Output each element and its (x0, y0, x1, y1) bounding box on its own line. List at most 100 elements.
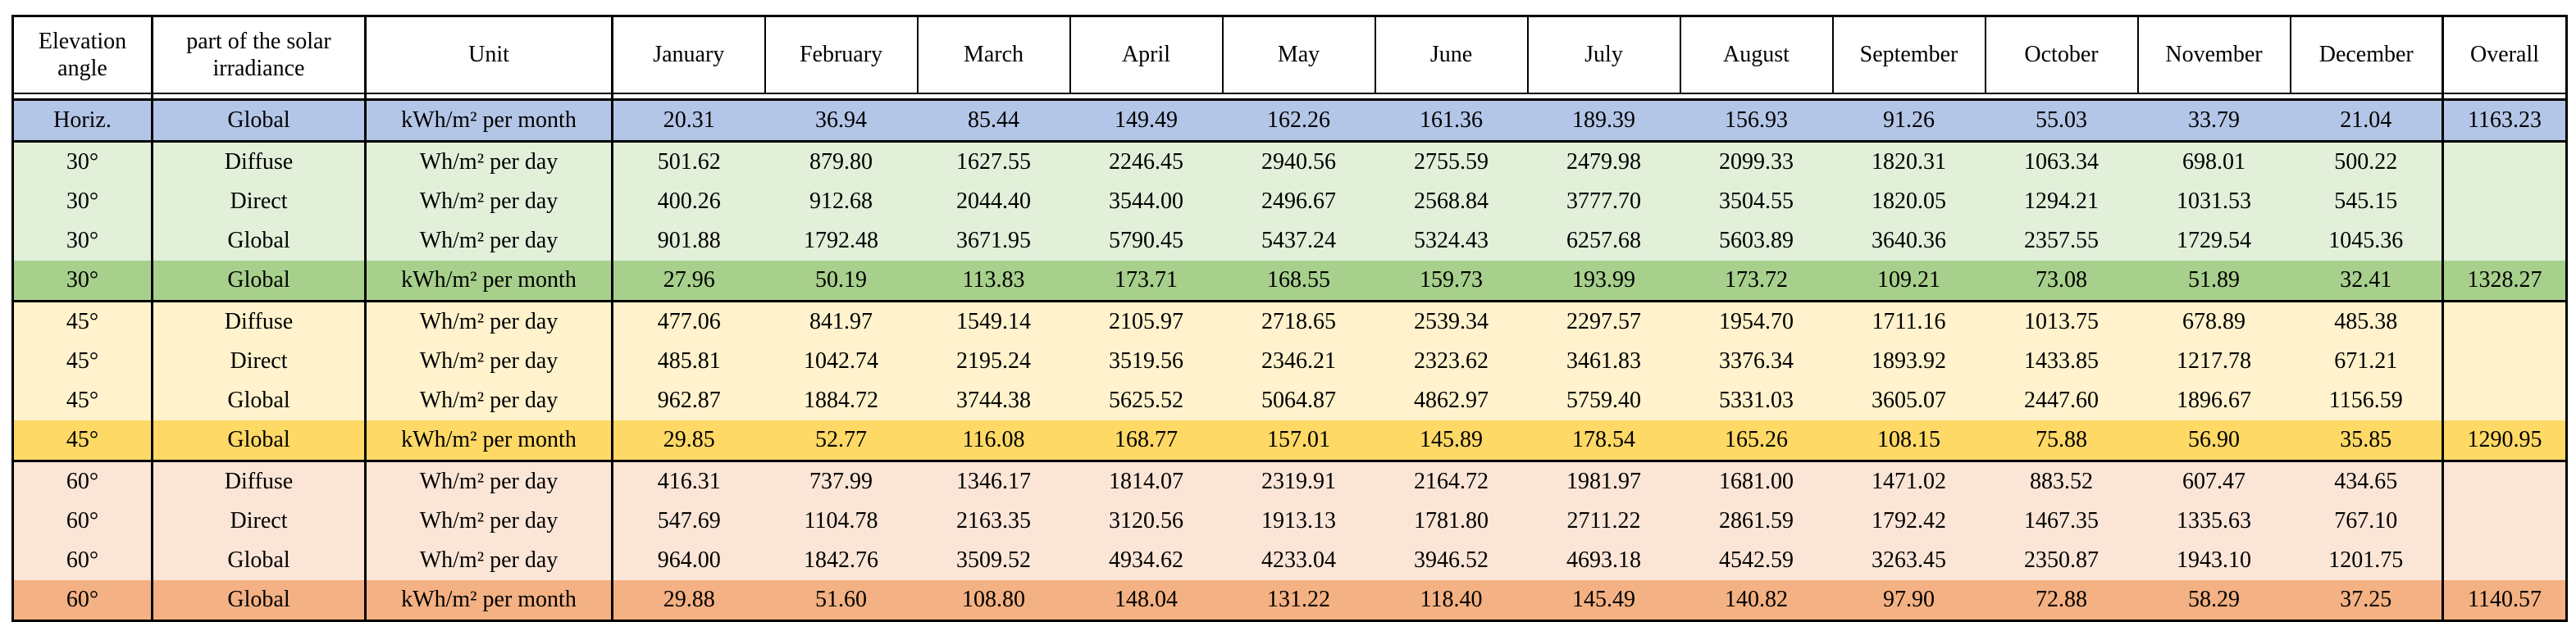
cell-month-value: 3544.00 (1109, 188, 1183, 215)
cell-month-value: 29.88 (612, 580, 765, 622)
cell-month-value: 168.55 (1222, 261, 1375, 302)
cell-overall-value (2442, 221, 2567, 261)
table-row: 45° Direct Wh/m² per day 485.81 1042.74 2195.… (12, 342, 2567, 381)
column-header-may: May (1221, 16, 1376, 94)
cell-unit: kWh/m² per month (365, 580, 613, 622)
cell-month-value: 1346.17 (956, 469, 1031, 495)
cell-overall-value (2442, 461, 2567, 502)
cell-month-value: 4693.18 (1566, 547, 1641, 574)
cell-month-value: 140.82 (1680, 580, 1833, 622)
cell-month-value: 3777.70 (1566, 188, 1641, 215)
cell-irradiance-part: Global (152, 420, 367, 462)
cell-month-value: 193.99 (1527, 261, 1680, 302)
cell-month-value: 1294.21 (2024, 188, 2099, 215)
cell-elevation-angle: 60° (12, 541, 153, 580)
column-header-october: October (1984, 16, 2139, 94)
cell-month-value: 55.03 (1985, 98, 2138, 143)
irradiance-table: Elevation angle part of the solar irradia… (11, 15, 2568, 622)
cell-month-value: 4233.04 (1261, 547, 1336, 574)
cell-month-value: 52.77 (764, 420, 918, 462)
cell-month-value: 173.71 (1069, 261, 1223, 302)
cell-month-value: 2195.24 (956, 348, 1031, 375)
column-header-december: December (2289, 16, 2444, 94)
cell-month-value: 168.77 (1069, 420, 1223, 462)
cell-month-value: 20.31 (612, 98, 765, 143)
cell-month-value: 21.04 (2290, 98, 2443, 143)
cell-month-value: 883.52 (2030, 469, 2093, 495)
cell-month-value: 841.97 (809, 309, 873, 335)
cell-month-value: 5331.03 (1719, 388, 1794, 414)
cell-unit: Wh/m² per day (365, 221, 613, 261)
cell-month-value: 1954.70 (1719, 309, 1794, 335)
cell-month-value: 1792.42 (1872, 508, 1946, 534)
cell-elevation-angle: 30° (12, 141, 153, 182)
table-row: 30° Global kWh/m² per month 27.96 50.19 113.8… (12, 261, 2567, 302)
cell-month-value: 434.65 (2334, 469, 2398, 495)
cell-month-value: 72.88 (1985, 580, 2138, 622)
cell-month-value: 607.47 (2182, 469, 2245, 495)
cell-month-value: 671.21 (2334, 348, 2398, 375)
cell-month-value: 3263.45 (1872, 547, 1946, 574)
cell-month-value: 118.40 (1375, 580, 1528, 622)
cell-month-value: 3376.34 (1719, 348, 1794, 375)
column-header-february: February (764, 16, 919, 94)
header-spacer-cell (152, 93, 367, 100)
cell-month-value: 1681.00 (1719, 469, 1794, 495)
cell-unit: Wh/m² per day (365, 381, 613, 420)
table-body: Horiz. Global kWh/m² per month 20.31 36.94 85… (12, 98, 2567, 622)
cell-irradiance-part: Diffuse (152, 141, 367, 182)
column-header-january: January (611, 16, 766, 94)
table-header: Elevation angle part of the solar irradia… (12, 16, 2567, 100)
cell-month-value: 964.00 (657, 547, 721, 574)
cell-month-value: 1913.13 (1261, 508, 1336, 534)
cell-elevation-angle: 30° (12, 182, 153, 221)
cell-elevation-angle: 60° (12, 461, 153, 502)
header-spacer-cell (612, 93, 2444, 100)
cell-month-value: 145.89 (1375, 420, 1528, 462)
cell-month-value: 1042.74 (804, 348, 878, 375)
cell-month-value: 178.54 (1527, 420, 1680, 462)
cell-month-value: 5759.40 (1566, 388, 1641, 414)
column-header-november: November (2136, 16, 2291, 94)
column-header-march: March (916, 16, 1071, 94)
cell-month-value: 108.15 (1832, 420, 1986, 462)
cell-overall-value (2442, 301, 2567, 342)
cell-month-value: 2539.34 (1414, 309, 1489, 335)
cell-unit: kWh/m² per month (365, 420, 613, 462)
cell-month-value: 165.26 (1680, 420, 1833, 462)
cell-month-value: 1842.76 (804, 547, 878, 574)
header-spacer-cell (365, 93, 613, 100)
cell-month-value: 3744.38 (956, 388, 1031, 414)
column-header-july: July (1526, 16, 1681, 94)
cell-month-value: 485.81 (657, 348, 721, 375)
cell-month-value: 1335.63 (2177, 508, 2251, 534)
cell-month-value: 189.39 (1527, 98, 1680, 143)
cell-month-value: 2105.97 (1109, 309, 1183, 335)
cell-month-value: 1792.48 (804, 228, 878, 254)
cell-month-value: 485.38 (2334, 309, 2398, 335)
table-row: 45° Global Wh/m² per day 962.87 1884.72 3744.… (12, 381, 2567, 420)
cell-month-value: 2297.57 (1566, 309, 1641, 335)
cell-overall-value (2442, 381, 2567, 420)
cell-month-value: 5603.89 (1719, 228, 1794, 254)
cell-month-value: 400.26 (657, 188, 721, 215)
cell-month-value: 145.49 (1527, 580, 1680, 622)
cell-month-value: 1201.75 (2328, 547, 2404, 574)
cell-month-value: 2755.59 (1414, 149, 1489, 175)
cell-month-value: 3461.83 (1566, 348, 1641, 375)
cell-month-value: 1981.97 (1566, 469, 1641, 495)
table-row: 45° Diffuse Wh/m² per day 477.06 841.97 1549.… (12, 301, 2567, 342)
cell-month-value: 32.41 (2290, 261, 2443, 302)
cell-month-value: 5064.87 (1261, 388, 1336, 414)
cell-month-value: 1104.78 (804, 508, 878, 534)
cell-month-value: 1045.36 (2328, 228, 2404, 254)
cell-irradiance-part: Global (152, 98, 367, 143)
cell-month-value: 37.25 (2290, 580, 2443, 622)
cell-month-value: 75.88 (1985, 420, 2138, 462)
cell-unit: Wh/m² per day (365, 342, 613, 381)
table-row: 45° Global kWh/m² per month 29.85 52.77 116.0… (12, 420, 2567, 462)
cell-overall-value (2442, 342, 2567, 381)
cell-month-value: 1471.02 (1872, 469, 1946, 495)
table-row: 30° Direct Wh/m² per day 400.26 912.68 2044.4… (12, 182, 2567, 221)
